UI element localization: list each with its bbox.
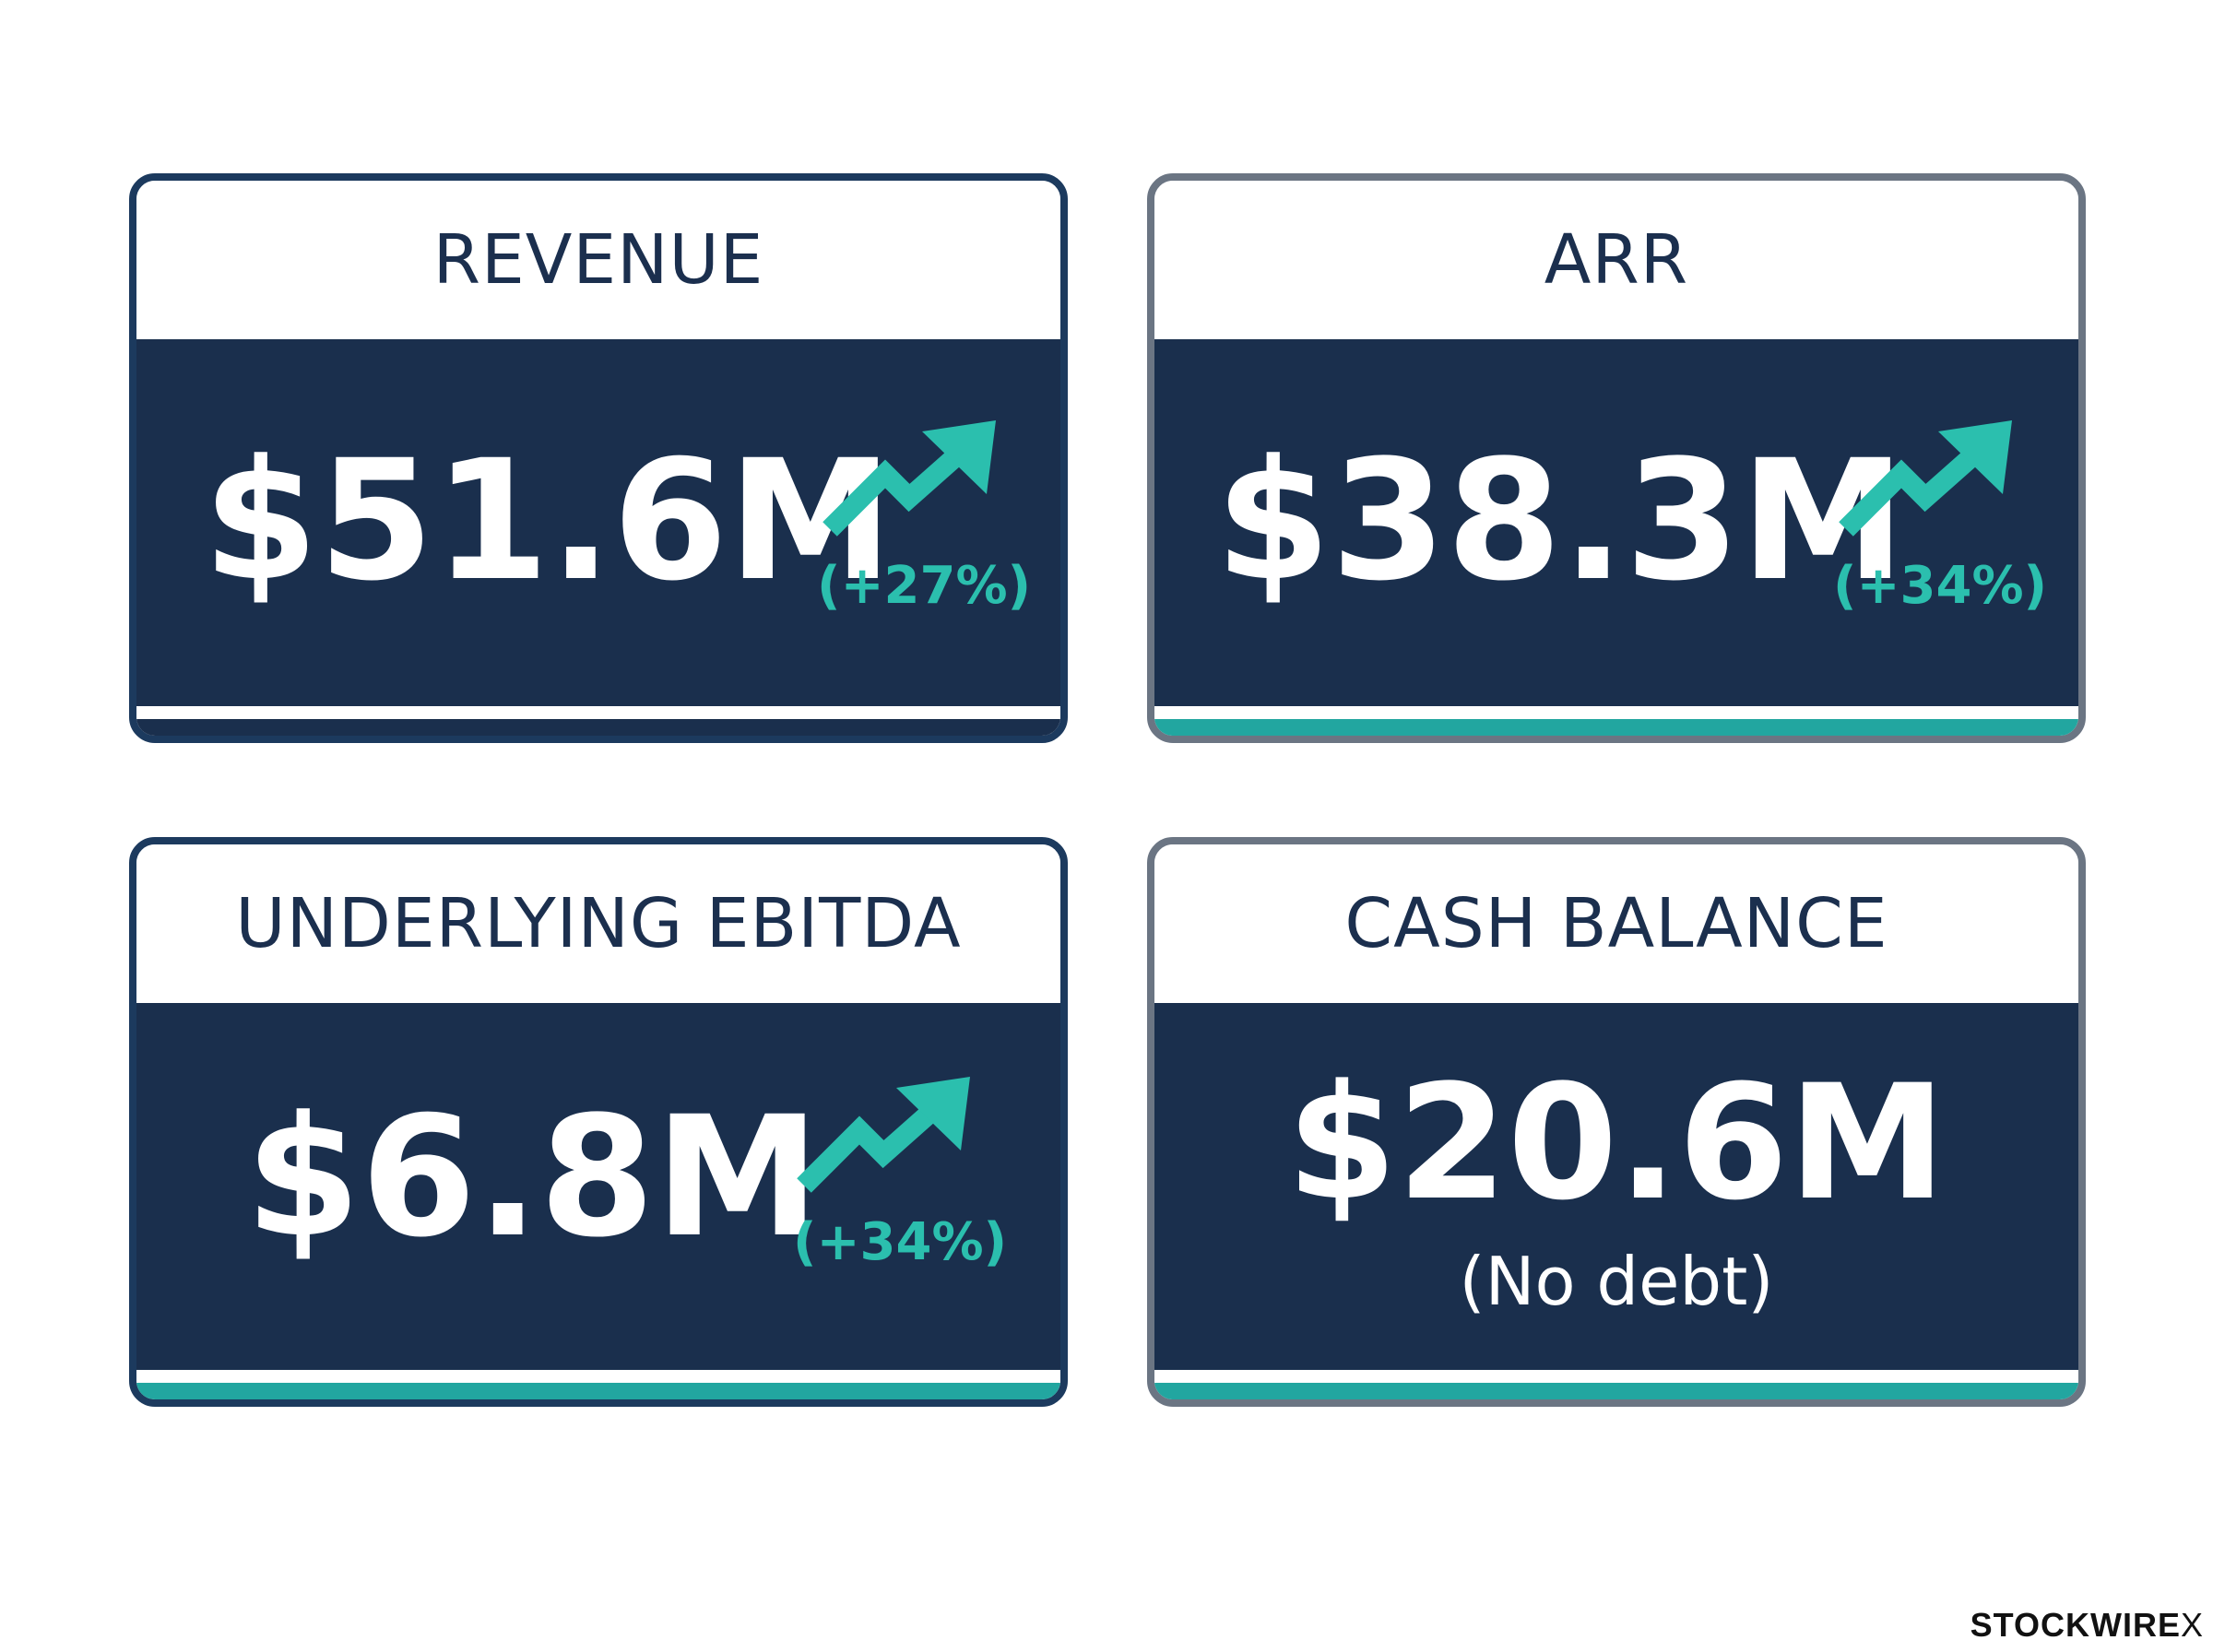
- card-title: UNDERLYING EBITDA: [235, 884, 962, 963]
- card-body: $38.3M (+34%): [1154, 339, 2078, 706]
- metric-value: $6.8M: [245, 1081, 821, 1274]
- card-header: REVENUE: [136, 181, 1060, 339]
- divider-strip: [1154, 1370, 2078, 1383]
- trend-up-arrow-icon: [1839, 420, 2012, 537]
- divider-strip: [136, 1370, 1060, 1383]
- metric-value: $51.6M: [203, 425, 893, 618]
- card-title: ARR: [1544, 220, 1689, 300]
- card-header: CASH BALANCE: [1154, 844, 2078, 1003]
- trend-up-arrow-icon: [797, 1077, 970, 1193]
- card-header: UNDERLYING EBITDA: [136, 844, 1060, 1003]
- brand-name: STOCKWIRE: [1970, 1606, 2181, 1644]
- card-header: ARR: [1154, 181, 2078, 339]
- metric-card-cash-balance: CASH BALANCE $20.6M (No debt): [1147, 837, 2086, 1407]
- brand-mark: X: [2180, 1606, 2204, 1644]
- card-body: $6.8M (+34%): [136, 1003, 1060, 1370]
- trend-up-arrow-icon: [822, 420, 996, 537]
- card-footer-band: [136, 1383, 1060, 1399]
- change-percent: (+34%): [793, 1212, 1008, 1272]
- divider-strip: [1154, 706, 2078, 719]
- metric-card-underlying-ebitda: UNDERLYING EBITDA $6.8M (+34%): [129, 837, 1068, 1407]
- divider-strip: [136, 706, 1060, 719]
- metric-value: $38.3M: [1215, 425, 1906, 618]
- card-title: REVENUE: [432, 220, 764, 300]
- card-footer-band: [136, 719, 1060, 736]
- brand-logo: STOCKWIREX: [1970, 1606, 2204, 1645]
- metric-card-revenue: REVENUE $51.6M (+27%): [129, 173, 1068, 743]
- metric-card-arr: ARR $38.3M (+34%): [1147, 173, 2086, 743]
- metric-value: $20.6M: [1286, 1050, 1947, 1235]
- metric-note: (No debt): [1459, 1243, 1774, 1320]
- card-title: CASH BALANCE: [1344, 884, 1888, 963]
- card-body: $51.6M (+27%): [136, 339, 1060, 706]
- change-percent: (+34%): [1833, 556, 2048, 616]
- card-footer-band: [1154, 719, 2078, 736]
- card-body: $20.6M (No debt): [1154, 1003, 2078, 1370]
- card-footer-band: [1154, 1383, 2078, 1399]
- change-percent: (+27%): [817, 556, 1032, 616]
